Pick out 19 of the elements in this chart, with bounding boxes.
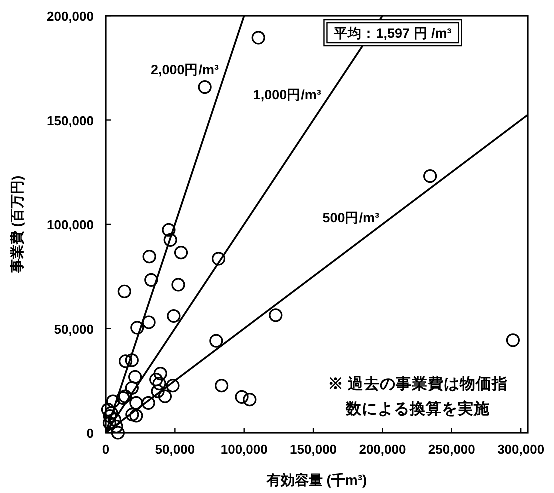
series-label: 1,000円/m³ [253, 87, 322, 102]
x-axis-title: 有効容量 (千m³) [266, 472, 368, 488]
y-tick-label: 0 [86, 426, 94, 441]
annotation: 平均：1,597 円 /m³ [333, 26, 452, 41]
x-tick-label: 0 [102, 442, 110, 457]
series-label: 500円/m³ [322, 210, 380, 226]
y-tick-label: 150,000 [47, 113, 94, 128]
y-tick-label: 200,000 [47, 9, 94, 24]
y-tick-label: 100,000 [47, 218, 94, 232]
x-tick-label: 300,000 [498, 442, 545, 457]
y-axis-title: 事業費 (百万円) [9, 176, 25, 274]
series-label: 2,000円/m³ [150, 62, 220, 78]
x-tick-label: 100,000 [220, 442, 268, 457]
x-tick-label: 250,000 [428, 442, 476, 457]
annotation: ※ 過去の事業費は物価指数による換算を実施 [328, 375, 508, 418]
y-tick-label: 50,000 [54, 322, 94, 337]
x-tick-label: 200,000 [359, 442, 406, 457]
x-tick-label: 150,000 [290, 442, 338, 457]
x-tick-label: 50,000 [155, 442, 196, 457]
